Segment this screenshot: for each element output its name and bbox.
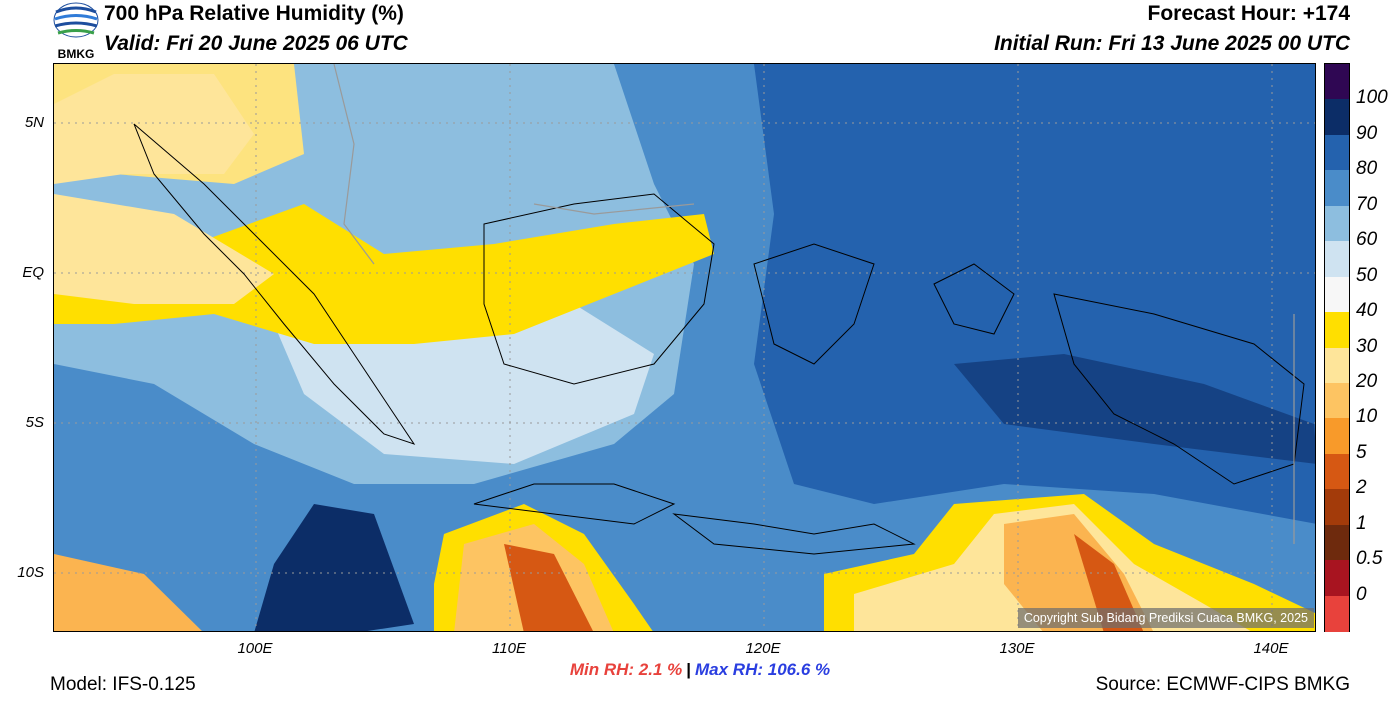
- source-label: Source: ECMWF-CIPS BMKG: [1095, 674, 1350, 695]
- lon-label-120e: 120E: [745, 640, 781, 657]
- country-borders: [333, 64, 1295, 544]
- min-rh: Min RH: 2.1 %: [569, 660, 683, 679]
- colorbar-label: 80: [1356, 158, 1378, 180]
- colorbar-segment: [1325, 595, 1349, 632]
- colorbar-label: 90: [1356, 122, 1378, 144]
- colorbar-segment: [1325, 276, 1349, 313]
- lat-label-eq: EQ: [22, 264, 44, 281]
- forecast-hour: Forecast Hour: +174: [1147, 2, 1351, 25]
- lon-label-130e: 130E: [999, 640, 1035, 657]
- lat-label-5s: 5S: [25, 414, 44, 431]
- lon-label-100e: 100E: [237, 640, 273, 657]
- colorbar-segment: [1325, 170, 1349, 207]
- colorbar-segment: [1325, 64, 1349, 100]
- colorbar-label: 10: [1356, 406, 1378, 428]
- stats-separator: |: [686, 660, 692, 679]
- rh-stats: Min RH: 2.1 % | Max RH: 106.6 %: [0, 660, 1400, 680]
- lat-label-5n: 5N: [24, 114, 44, 131]
- colorbar-label: 70: [1356, 193, 1378, 215]
- dry-north-band: [54, 204, 714, 344]
- colorbar-label: 5: [1356, 441, 1367, 463]
- copyright-notice: Copyright Sub Bidang Prediksi Cuaca BMKG…: [1017, 608, 1314, 628]
- lon-label-110e: 110E: [492, 640, 526, 657]
- page-title: 700 hPa Relative Humidity (%): [104, 2, 404, 25]
- colorbar-segment: [1325, 241, 1349, 278]
- colorbar-label: 20: [1356, 370, 1378, 392]
- humidity-map: [53, 63, 1316, 632]
- colorbar-segment: [1325, 134, 1349, 171]
- colorbar-segment: [1325, 205, 1349, 242]
- colorbar-label: 0: [1356, 583, 1367, 605]
- colorbar-segment: [1325, 560, 1349, 597]
- moist-east-region: [754, 64, 1315, 524]
- initial-run: Initial Run: Fri 13 June 2025 00 UTC: [994, 32, 1350, 55]
- colorbar-label: 100: [1356, 87, 1388, 109]
- lat-label-10s: 10S: [17, 564, 44, 581]
- colorbar-segment: [1325, 312, 1349, 348]
- map-field: [54, 64, 1315, 631]
- colorbar-label: 1: [1356, 512, 1367, 534]
- max-rh: Max RH: 106.6 %: [695, 660, 831, 679]
- colorbar-segment: [1325, 347, 1349, 384]
- colorbar-segment: [1325, 524, 1349, 561]
- logo-text: BMKG: [58, 47, 95, 61]
- colorbar-label: 50: [1356, 264, 1378, 286]
- colorbar-label: 40: [1356, 300, 1378, 322]
- colorbar-segment: [1325, 489, 1349, 526]
- coastlines: [133, 123, 1305, 555]
- colorbar: [1324, 63, 1350, 632]
- colorbar-label: 60: [1356, 229, 1378, 251]
- colorbar-label: 0.5: [1356, 548, 1383, 570]
- colorbar-label: 2: [1356, 477, 1367, 499]
- lon-label-140e: 140E: [1253, 640, 1289, 657]
- colorbar-segment: [1325, 418, 1349, 455]
- colorbar-label: 30: [1356, 335, 1378, 357]
- bmkg-logo: BMKG: [50, 0, 102, 62]
- colorbar-segment: [1325, 99, 1349, 136]
- valid-time: Valid: Fri 20 June 2025 06 UTC: [104, 32, 408, 55]
- model-label: Model: IFS-0.125: [50, 674, 196, 695]
- dry-south-center-plume: [504, 544, 593, 631]
- colorbar-segment: [1325, 382, 1349, 419]
- lat-lon-grid: [54, 64, 1315, 631]
- colorbar-segment: [1325, 453, 1349, 490]
